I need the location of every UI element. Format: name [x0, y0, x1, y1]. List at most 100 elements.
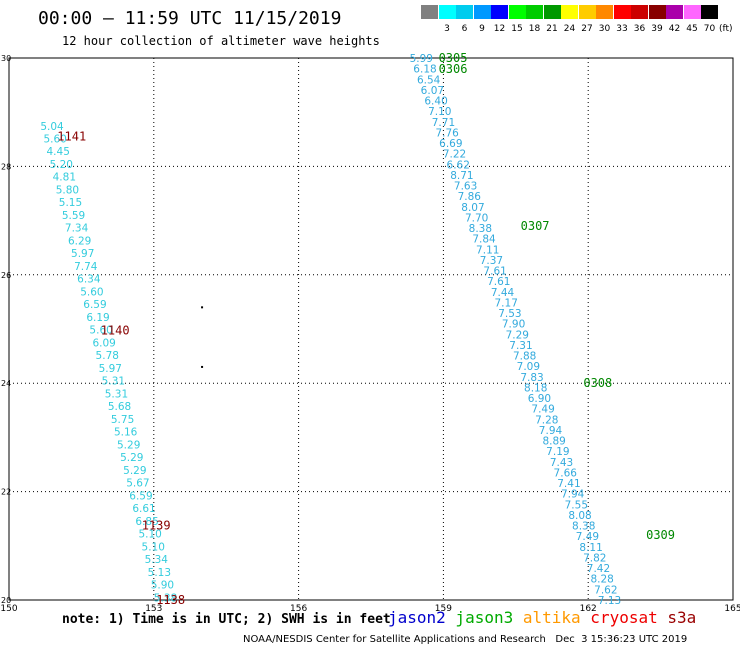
scale-swatch: [456, 5, 473, 19]
x-tick-label: 165: [724, 604, 740, 614]
wave-height-label: 8.18: [524, 382, 547, 394]
scale-label: 6: [461, 24, 468, 34]
y-tick-label: 24: [1, 379, 11, 388]
wave-height-label: 7.70: [465, 212, 488, 224]
wave-height-label: 7.49: [576, 531, 599, 543]
scale-label: 12: [493, 24, 506, 34]
wave-height-label: 7.86: [458, 191, 482, 203]
satellite-jason2: jason2: [388, 608, 446, 627]
wave-height-label: 7.53: [498, 308, 521, 320]
satellite-jason3: jason3: [445, 608, 514, 627]
wave-height-label: 8.28: [590, 574, 613, 586]
wave-height-label: 7.66: [554, 467, 578, 479]
wave-height-label: 7.13: [598, 595, 621, 607]
time-label: 0308: [583, 376, 612, 390]
wave-height-label: 7.94: [539, 425, 563, 437]
wave-height-label: 7.49: [531, 404, 554, 416]
wave-height-label: 6.19: [86, 312, 109, 324]
time-label: 0306: [439, 62, 468, 76]
wave-height-label: 5.59: [62, 210, 85, 222]
scale-swatch: [578, 5, 596, 19]
scale-swatch: [421, 5, 438, 19]
wave-height-label: 7.76: [435, 127, 459, 139]
wave-height-label: 6.54: [417, 74, 441, 86]
wave-height-label: 8.38: [469, 223, 492, 235]
scale-swatch: [438, 5, 456, 19]
wave-height-label: 6.61: [132, 503, 155, 515]
map-tick-labels: 150 153 156 159 162 165 20 22 24 26 28 30: [0, 54, 740, 614]
wave-height-label: 5.31: [102, 376, 125, 388]
satellite-s3a: s3a: [657, 608, 697, 627]
wave-height-label: 7.82: [583, 552, 606, 564]
wave-height-label: 7.71: [432, 117, 455, 129]
wave-height-label: 5.10: [138, 529, 161, 541]
wave-height-label: 8.38: [572, 521, 595, 533]
wave-height-label: 5.20: [50, 159, 73, 171]
wave-height-label: 7.17: [495, 297, 518, 309]
wave-height-label: 8.07: [461, 202, 484, 214]
wave-height-label: 7.31: [509, 340, 532, 352]
scale-label: 36: [633, 24, 646, 34]
scale-label: 21: [546, 24, 558, 34]
wave-height-label: 5.31: [105, 388, 128, 400]
wave-height-label: 4.81: [53, 172, 76, 184]
scale-label: 18: [528, 24, 541, 34]
wave-height-label: 5.29: [123, 465, 146, 477]
wave-height-label: 7.41: [557, 478, 580, 490]
satellite-cryosat: cryosat: [580, 608, 658, 627]
wave-height-label: 7.28: [535, 414, 558, 426]
scale-swatch: [561, 5, 578, 19]
scale-swatch: [526, 5, 543, 19]
time-label: 1139: [142, 519, 171, 533]
wave-height-label: 5.67: [126, 478, 149, 490]
wave-height-label: 7.42: [587, 563, 610, 575]
wave-height-label: 6.18: [413, 64, 436, 76]
wave-height-label: 7.37: [480, 255, 503, 267]
wave-height-label: 5.97: [99, 363, 122, 375]
wave-height-label: 5.04: [40, 121, 64, 133]
time-label: 0307: [521, 219, 550, 233]
map-islands: [201, 306, 204, 368]
scale-swatch: [473, 5, 491, 19]
wave-height-label: 7.44: [491, 287, 515, 299]
wave-height-label: 7.61: [483, 266, 506, 278]
color-scale-unit: (ft): [719, 24, 733, 34]
wave-height-label: 7.29: [506, 329, 529, 341]
wave-height-label: 5.10: [142, 541, 165, 553]
wave-height-label: 5.60: [89, 325, 112, 337]
y-tick-label: 30: [1, 54, 11, 63]
scale-label: 45: [686, 24, 698, 34]
y-tick-label: 28: [1, 162, 11, 171]
wave-height-label: 7.10: [428, 106, 451, 118]
wave-height-label: 7.19: [546, 446, 569, 458]
footer-note: note: 1) Time is in UTC; 2) SWH is in fe…: [62, 612, 391, 627]
wave-height-label: 6.59: [129, 490, 152, 502]
scale-label: 27: [581, 24, 593, 34]
time-label: 1138: [156, 593, 185, 607]
wave-height-label: 7.88: [513, 351, 536, 363]
scale-label: 33: [616, 24, 628, 34]
time-label: 1141: [57, 130, 86, 144]
x-tick-label: 153: [145, 604, 162, 614]
wave-height-label: 8.11: [579, 542, 602, 554]
time-label: 0309: [646, 528, 675, 542]
wave-height-label: 5.80: [56, 184, 79, 196]
wave-height-label: 5.68: [108, 401, 131, 413]
wave-height-label: 6.90: [528, 393, 551, 405]
scale-label: 9: [479, 24, 485, 34]
wave-height-label: 5.34: [145, 554, 169, 566]
scale-label: 24: [563, 24, 576, 34]
wave-height-label: 6.62: [447, 159, 470, 171]
map-frame: [8, 57, 734, 601]
wave-height-label: 7.84: [472, 234, 496, 246]
altimeter-tracks: 5.045.604.455.204.815.805.155.597.346.29…: [40, 53, 621, 607]
satellite-altika: altika: [513, 608, 581, 627]
wave-height-label: 5.78: [96, 350, 119, 362]
footer-credit: NOAA/NESDIS Center for Satellite Applica…: [243, 634, 688, 645]
wave-height-label: 7.11: [476, 244, 499, 256]
page-title: 00:00 – 11:59 UTC 11/15/2019: [38, 8, 342, 29]
wave-height-label: 7.09: [517, 361, 540, 373]
wave-height-label: 5.16: [114, 427, 138, 439]
